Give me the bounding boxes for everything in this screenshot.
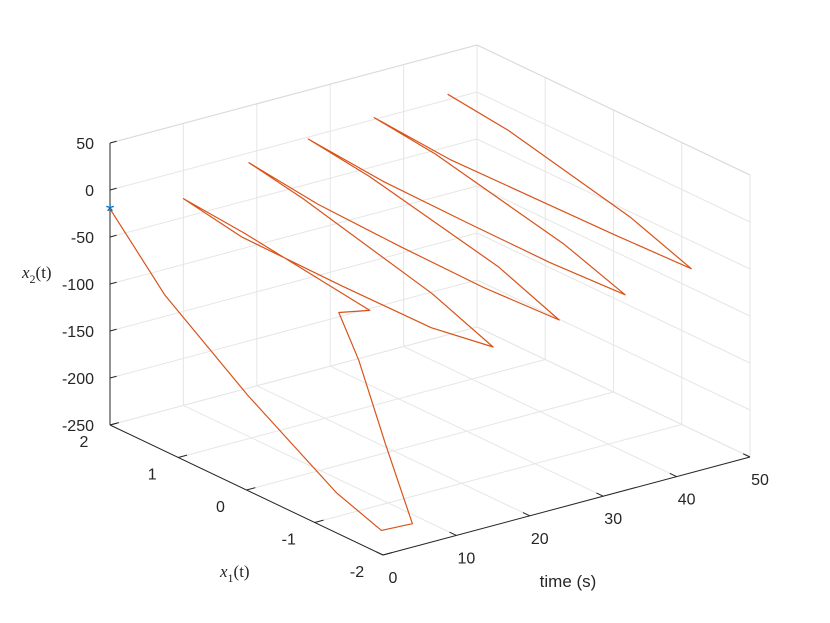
box-edge — [476, 44, 751, 176]
y-axis-label-arg: (t) — [234, 562, 250, 581]
x-tick-label: 50 — [751, 472, 769, 489]
z-axis-label-var: x — [21, 263, 30, 282]
z-tick-mark — [109, 328, 117, 332]
y-axis-label: x1(t) — [219, 562, 250, 585]
x-tick-label: 30 — [604, 511, 622, 528]
data-layer: * — [106, 93, 692, 532]
z-tick-mark — [109, 375, 117, 379]
x-tick-mark — [669, 472, 677, 478]
x-tick-mark — [375, 551, 384, 556]
grid-line — [476, 185, 751, 317]
y-tick-label: -2 — [350, 564, 364, 581]
grid-line — [476, 232, 751, 364]
grid-line — [476, 91, 751, 223]
ticks-layer: 0 10 20 30 40 50 -2 -1 0 1 2-250 -200 -150 -100 -50 0 50 — [62, 136, 769, 587]
grid-line — [246, 391, 614, 491]
z-tick-label: -100 — [62, 277, 94, 294]
x-tick-mark — [449, 531, 457, 536]
grid-line — [109, 326, 478, 426]
grid-line — [109, 279, 478, 379]
y-tick-label: -1 — [282, 532, 296, 549]
x-tick-mark — [522, 512, 531, 517]
y-tick-mark — [178, 454, 188, 458]
x-tick-label: 20 — [531, 531, 549, 548]
y-tick-mark — [382, 552, 392, 556]
x-tick-label: 10 — [458, 550, 476, 567]
z-tick-label: -50 — [71, 230, 94, 247]
x-tick-mark — [742, 453, 751, 458]
box-edge — [109, 44, 478, 144]
grid-layer — [109, 44, 751, 556]
grid-line — [109, 138, 478, 238]
z-tick-label: -150 — [62, 324, 94, 341]
z-tick-mark — [109, 281, 117, 285]
y-axis-label-sub: 1 — [228, 571, 234, 585]
x-axis-label: time (s) — [540, 572, 597, 591]
z-tick-label: 50 — [76, 136, 94, 153]
z-axis-label-arg: (t) — [36, 263, 52, 282]
grid-line — [314, 424, 682, 523]
x-axis-line — [382, 456, 751, 556]
y-tick-label: 1 — [148, 467, 157, 484]
grid-line — [109, 232, 478, 332]
y-tick-label: 0 — [216, 499, 225, 516]
z-tick-mark — [109, 422, 117, 426]
z-tick-mark — [109, 140, 117, 144]
trajectory-line — [109, 93, 692, 532]
z-tick-mark — [109, 234, 117, 238]
grid-line — [476, 326, 751, 458]
axes-layer — [109, 140, 751, 556]
grid-line — [178, 359, 546, 458]
grid-line — [476, 138, 751, 270]
y-tick-label: 2 — [80, 434, 89, 451]
x-tick-mark — [596, 492, 604, 497]
y-tick-mark — [246, 487, 256, 491]
start-marker: * — [106, 199, 115, 224]
z-tick-label: -200 — [62, 371, 94, 388]
grid-line — [109, 91, 478, 191]
y-tick-mark — [314, 519, 324, 523]
grid-line — [476, 279, 751, 411]
z-axis-label: x2(t) — [21, 263, 52, 286]
z-tick-mark — [109, 187, 117, 191]
z-tick-label: 0 — [85, 183, 94, 200]
x-tick-label: 40 — [678, 492, 696, 509]
x-tick-label: 0 — [389, 570, 398, 587]
grid-line — [109, 185, 478, 285]
z-tick-label: -250 — [62, 418, 94, 435]
z-axis-label-sub: 2 — [30, 272, 36, 286]
y-axis-label-var: x — [219, 562, 228, 581]
